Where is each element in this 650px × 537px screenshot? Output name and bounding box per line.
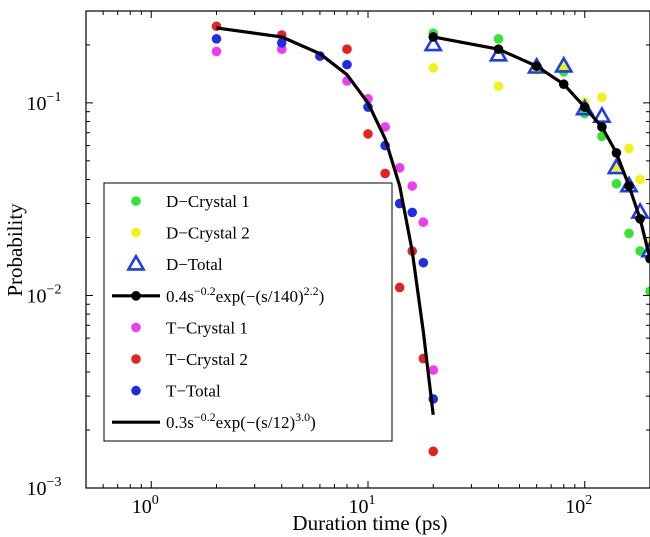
d-crystal-2-legend-marker <box>131 227 141 238</box>
d-crystal-1-point <box>645 286 650 297</box>
d-fit-point <box>558 79 569 90</box>
d-fit-point <box>611 148 622 158</box>
d-crystal-1-legend-marker <box>131 196 141 206</box>
d-fit-point <box>531 61 542 72</box>
plot-marks <box>211 21 650 457</box>
axis-ticks: 100 101 102 10−3 10−2 10−1 <box>27 11 650 518</box>
t-fit-legend-label: 0.3s−0.2exp(−(s/12)3.0) <box>166 410 316 432</box>
d-total-legend-marker <box>126 253 146 271</box>
d-fit-line <box>432 35 650 260</box>
d-crystal-2-point <box>624 143 634 154</box>
t-crystal-1-point <box>394 163 405 173</box>
t-crystal-2-point <box>394 282 405 293</box>
x-axis-label: Duration time (ps) <box>292 511 447 535</box>
legend-box <box>103 182 393 442</box>
d-fit-legend-label: 0.4s−0.2exp(−(s/140)2.2) <box>166 284 324 306</box>
d-total-legend-label: D−Total <box>166 255 223 274</box>
t-total-legend-label: T−Total <box>166 382 221 401</box>
t-total-point <box>342 59 352 70</box>
d-total-point <box>488 44 509 62</box>
d-crystal-1-point <box>611 178 622 189</box>
d-crystal-1-legend-label: D−Crystal 1 <box>166 192 250 211</box>
y-tick-label: 10−2 <box>27 282 62 307</box>
d-fit-point <box>428 32 439 42</box>
d-crystal-1-point <box>635 246 645 256</box>
d-fit-point <box>624 181 634 191</box>
t-total-point <box>211 34 222 44</box>
d-total-point <box>592 105 612 123</box>
d-fit-point <box>493 44 504 54</box>
t-total-legend-marker <box>131 385 141 396</box>
t-fit-line <box>216 26 435 415</box>
t-crystal-1-legend-label: T−Crystal 1 <box>166 318 248 337</box>
d-crystal-2-point <box>635 174 645 185</box>
d-total-point <box>423 34 444 52</box>
d-crystal-2-legend-label: D−Crystal 2 <box>166 224 250 243</box>
x-tick-label: 101 <box>349 493 376 518</box>
d-fit-point <box>597 122 607 132</box>
y-axis-label: Probability <box>3 203 27 297</box>
t-crystal-1-point <box>407 181 418 191</box>
d-crystal-2-point <box>597 92 607 103</box>
t-crystal-2-point <box>363 129 373 139</box>
t-crystal-2-point <box>342 44 352 54</box>
t-crystal-2-point <box>380 168 390 179</box>
d-crystal-1-point <box>493 34 504 44</box>
x-tick-label: 100 <box>132 493 159 518</box>
d-total-point <box>553 55 574 73</box>
d-crystal-2-point <box>428 63 439 73</box>
t-crystal-1-legend-marker <box>131 322 141 333</box>
legend: D−Crystal 1 D−Crystal 2 D−Total 0.4s−0.2exp… <box>103 182 393 442</box>
d-fit-point <box>645 253 650 264</box>
t-crystal-1-point <box>380 122 390 132</box>
t-crystal-1-point <box>211 46 222 57</box>
t-crystal-1-point <box>418 217 429 228</box>
d-crystal-2-point <box>493 81 504 92</box>
t-total-point <box>418 257 429 268</box>
t-crystal-2-point <box>428 446 439 457</box>
y-tick-label: 10−1 <box>27 90 62 115</box>
x-tick-label: 102 <box>565 493 592 518</box>
t-crystal-2-legend-label: T−Crystal 2 <box>166 350 248 369</box>
t-total-point <box>276 38 287 48</box>
t-crystal-1-point <box>428 365 439 375</box>
d-fit-legend-marker <box>131 291 141 301</box>
t-total-point <box>407 207 418 218</box>
d-fit-point <box>635 214 645 224</box>
t-crystal-2-legend-marker <box>131 354 141 364</box>
y-tick-label: 10−3 <box>27 475 62 500</box>
d-crystal-1-point <box>624 228 634 239</box>
d-fit-point <box>579 102 590 112</box>
